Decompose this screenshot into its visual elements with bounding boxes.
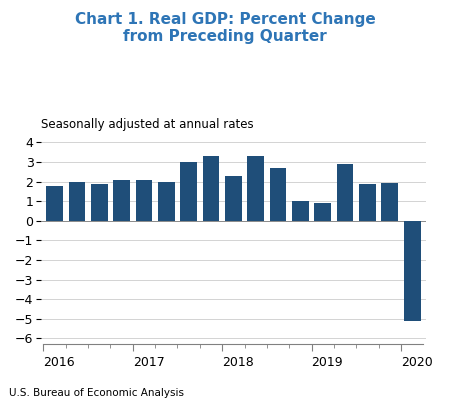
Bar	[315, 203, 331, 221]
Bar	[248, 156, 264, 221]
Bar	[225, 176, 242, 221]
Bar	[382, 182, 398, 221]
Text: U.S. Bureau of Economic Analysis: U.S. Bureau of Economic Analysis	[9, 388, 184, 398]
Bar	[158, 182, 175, 221]
Bar	[113, 180, 130, 221]
Bar	[359, 184, 376, 221]
Bar	[46, 186, 63, 221]
Text: Seasonally adjusted at annual rates: Seasonally adjusted at annual rates	[41, 118, 254, 131]
Bar	[337, 164, 354, 221]
Bar	[68, 182, 86, 221]
Bar	[270, 168, 287, 221]
Text: Chart 1. Real GDP: Percent Change
from Preceding Quarter: Chart 1. Real GDP: Percent Change from P…	[75, 12, 375, 44]
Bar	[91, 184, 108, 221]
Bar	[180, 162, 197, 221]
Bar	[135, 180, 153, 221]
Bar	[404, 221, 421, 321]
Bar	[292, 201, 309, 221]
Bar	[202, 156, 220, 221]
